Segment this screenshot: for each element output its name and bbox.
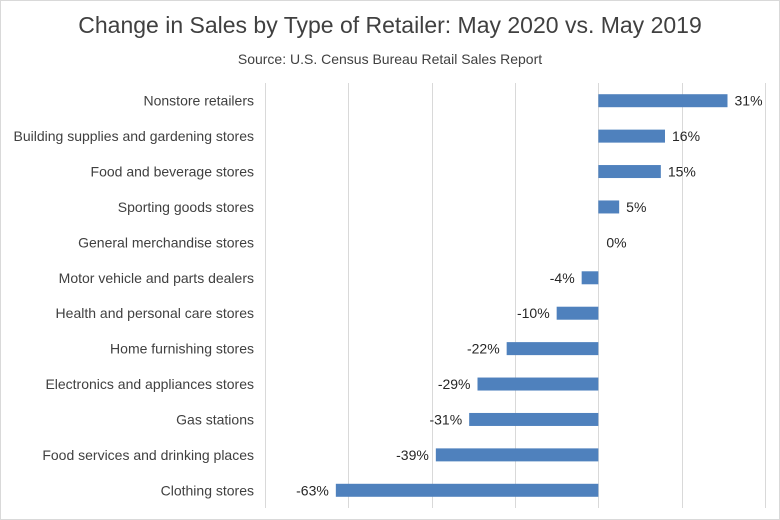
category-label: Nonstore retailers (144, 93, 255, 109)
bar (477, 377, 599, 391)
category-label: Gas stations (176, 411, 254, 427)
bar (598, 165, 661, 179)
data-label: -63% (296, 482, 329, 498)
bar (469, 412, 599, 426)
category-label: Building supplies and gardening stores (14, 128, 255, 144)
data-label: -29% (438, 376, 471, 392)
data-label: -4% (550, 270, 575, 286)
category-label: Motor vehicle and parts dealers (59, 270, 254, 286)
category-label: Home furnishing stores (110, 341, 254, 357)
category-label: Health and personal care stores (56, 305, 254, 321)
data-label: 15% (668, 164, 696, 180)
category-label: General merchandise stores (78, 234, 254, 250)
data-label: -31% (429, 411, 462, 427)
bar (598, 94, 728, 108)
category-label: Food services and drinking places (42, 447, 254, 463)
chart-title: Change in Sales by Type of Retailer: May… (78, 12, 702, 38)
data-label: -39% (396, 447, 429, 463)
bar (556, 306, 599, 320)
bar (598, 129, 665, 143)
category-label: Food and beverage stores (91, 164, 254, 180)
data-label: 0% (606, 234, 626, 250)
category-label: Sporting goods stores (118, 199, 254, 215)
bar (581, 271, 599, 285)
bar (335, 483, 599, 497)
bar (506, 342, 599, 356)
data-label: -10% (517, 305, 550, 321)
chart-subtitle: Source: U.S. Census Bureau Retail Sales … (237, 51, 543, 67)
category-label: Clothing stores (161, 482, 254, 498)
data-label: -22% (467, 341, 500, 357)
data-label: 5% (626, 199, 646, 215)
category-label: Electronics and appliances stores (45, 376, 254, 392)
bar (435, 448, 599, 462)
data-label: 31% (735, 93, 763, 109)
data-label: 16% (672, 128, 700, 144)
bar (598, 200, 620, 214)
